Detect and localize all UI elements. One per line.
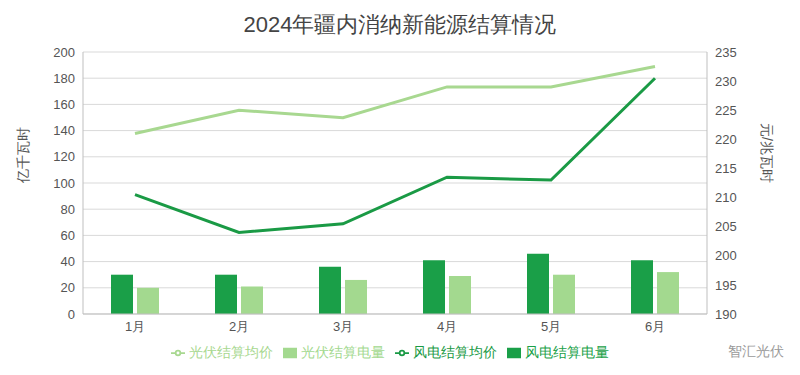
html-text:智汇光伏: 智汇光伏 <box>728 343 784 359</box>
svg-text:1月: 1月 <box>125 319 145 334</box>
svg-text:235: 235 <box>715 45 737 60</box>
svg-text:元/兆瓦时: 元/兆瓦时 <box>759 123 775 183</box>
svg-text:亿千瓦时: 亿千瓦时 <box>15 127 31 184</box>
svg-text:5月: 5月 <box>541 319 561 334</box>
svg-text:190: 190 <box>715 307 737 322</box>
svg-text:0: 0 <box>68 307 75 322</box>
svg-text:20: 20 <box>61 280 75 295</box>
svg-text:2月: 2月 <box>229 319 249 334</box>
html-text:光伏结算电量: 光伏结算电量 <box>301 344 385 360</box>
svg-text:225: 225 <box>715 103 737 118</box>
svg-text:200: 200 <box>715 248 737 263</box>
svg-text:180: 180 <box>53 71 75 86</box>
svg-text:205: 205 <box>715 219 737 234</box>
svg-text:230: 230 <box>715 74 737 89</box>
svg-text:60: 60 <box>61 228 75 243</box>
html-text:光伏结算均价: 光伏结算均价 <box>189 344 273 360</box>
svg-text:120: 120 <box>53 149 75 164</box>
svg-text:100: 100 <box>53 176 75 191</box>
svg-text:195: 195 <box>715 278 737 293</box>
svg-text:3月: 3月 <box>333 319 353 334</box>
svg-text:210: 210 <box>715 190 737 205</box>
html-text:风电结算电量: 风电结算电量 <box>525 344 609 360</box>
svg-text:40: 40 <box>61 254 75 269</box>
svg-text:4月: 4月 <box>437 319 457 334</box>
svg-text:220: 220 <box>715 132 737 147</box>
svg-text:6月: 6月 <box>645 319 665 334</box>
html-text:风电结算均价: 风电结算均价 <box>413 344 497 360</box>
svg-text:140: 140 <box>53 123 75 138</box>
svg-text:80: 80 <box>61 202 75 217</box>
svg-text:160: 160 <box>53 97 75 112</box>
svg-text:215: 215 <box>715 161 737 176</box>
html-text:2024年疆内消纳新能源结算情况: 2024年疆内消纳新能源结算情况 <box>243 12 557 37</box>
svg-text:200: 200 <box>53 45 75 60</box>
